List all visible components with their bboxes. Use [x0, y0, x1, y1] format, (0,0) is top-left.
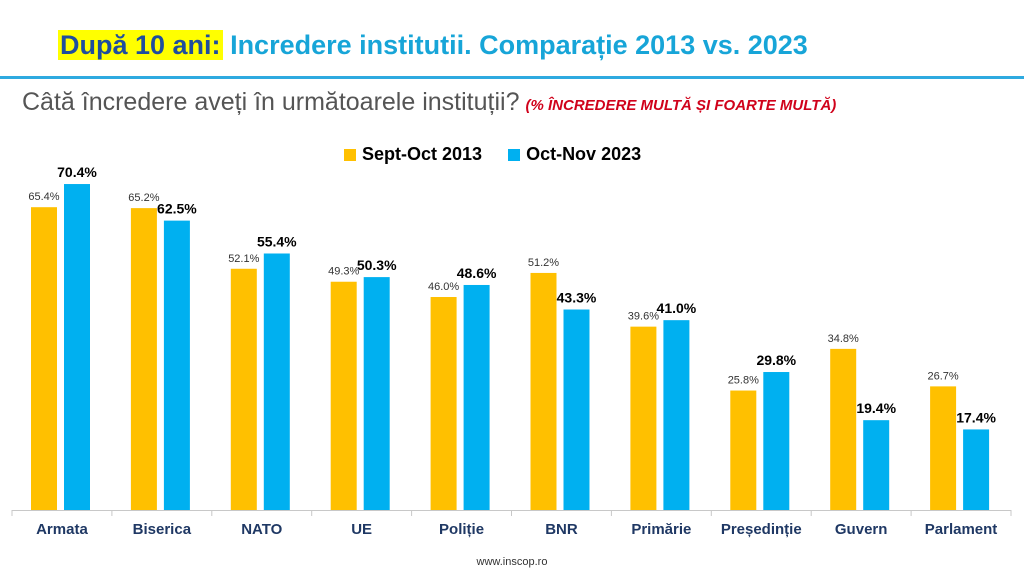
bar-2013: [430, 297, 457, 510]
category-label: Guvern: [835, 521, 888, 538]
legend-item-2013: Sept-Oct 2013: [344, 144, 482, 165]
bar-2013: [930, 386, 957, 510]
category-label: NATO: [241, 521, 282, 538]
legend-item-2023: Oct-Nov 2023: [508, 144, 641, 165]
chart-legend: Sept-Oct 2013 Oct-Nov 2023: [344, 144, 641, 165]
data-label-2013: 49.3%: [328, 266, 359, 278]
data-label-2023: 50.3%: [357, 257, 397, 273]
data-label-2013: 39.6%: [628, 311, 659, 323]
data-label-2013: 46.0%: [428, 281, 459, 293]
bar-2023: [363, 277, 390, 510]
bar-2023: [663, 320, 690, 510]
data-label-2023: 19.4%: [856, 400, 896, 416]
data-label-2013: 25.8%: [728, 375, 759, 387]
title-main: Incredere institutii. Comparație 2013 vs…: [230, 30, 808, 60]
bar-2023: [263, 253, 290, 510]
data-label-2013: 65.4%: [28, 191, 59, 203]
footer-url: www.inscop.ro: [476, 556, 548, 568]
data-label-2013: 51.2%: [528, 257, 559, 269]
page-title: După 10 ani: Incredere institutii. Compa…: [58, 30, 808, 61]
legend-label-2023: Oct-Nov 2023: [526, 144, 642, 164]
data-label-2023: 17.4%: [956, 409, 996, 425]
bar-2013: [530, 272, 557, 510]
question-text: Câtă încredere aveți în următoarele inst…: [22, 88, 520, 116]
data-label-2013: 26.7%: [927, 370, 958, 382]
bar-2013: [130, 208, 157, 511]
bar-2023: [64, 184, 90, 510]
bar-2023: [863, 420, 890, 510]
category-label: Poliție: [439, 521, 484, 538]
category-label: Armata: [36, 521, 88, 538]
category-label: UE: [351, 521, 372, 538]
bar-2023: [163, 220, 190, 510]
data-label-2013: 52.1%: [228, 253, 259, 265]
data-label-2023: 41.0%: [657, 300, 697, 316]
data-label-2023: 70.4%: [57, 164, 97, 180]
legend-swatch-2023: [508, 148, 521, 161]
question: Câtă încredere aveți în următoarele inst…: [22, 88, 836, 117]
category-label: Primărie: [631, 521, 691, 538]
bar-2023: [963, 429, 990, 510]
bar-2023: [763, 372, 790, 510]
bar-2013: [730, 390, 757, 510]
legend-label-2013: Sept-Oct 2013: [362, 144, 483, 164]
bar-2013: [330, 281, 357, 510]
data-label-2023: 43.3%: [557, 290, 597, 306]
category-label: Biserica: [133, 521, 192, 538]
category-label: BNR: [545, 521, 578, 538]
category-label: Parlament: [925, 521, 998, 538]
bar-2013: [830, 348, 857, 510]
data-label-2023: 55.4%: [257, 233, 297, 249]
data-label-2023: 29.8%: [756, 352, 796, 368]
data-label-2013: 34.8%: [828, 333, 859, 345]
bar-2013: [630, 326, 657, 510]
legend-swatch-2013: [344, 148, 356, 161]
data-label-2013: 65.2%: [128, 192, 159, 204]
question-note: (% ÎNCREDERE MULTĂ ȘI FOARTE MULTĂ): [525, 97, 837, 114]
bar-2023: [563, 309, 590, 510]
bar-2013: [31, 207, 57, 511]
data-label-2023: 62.5%: [157, 201, 197, 217]
bar-2013: [230, 268, 257, 510]
data-label-2023: 48.6%: [457, 265, 497, 281]
category-label: Președinție: [721, 521, 802, 538]
title-divider: [0, 76, 1024, 79]
bar-2023: [463, 284, 490, 510]
title-highlight: După 10 ani:: [58, 30, 223, 60]
